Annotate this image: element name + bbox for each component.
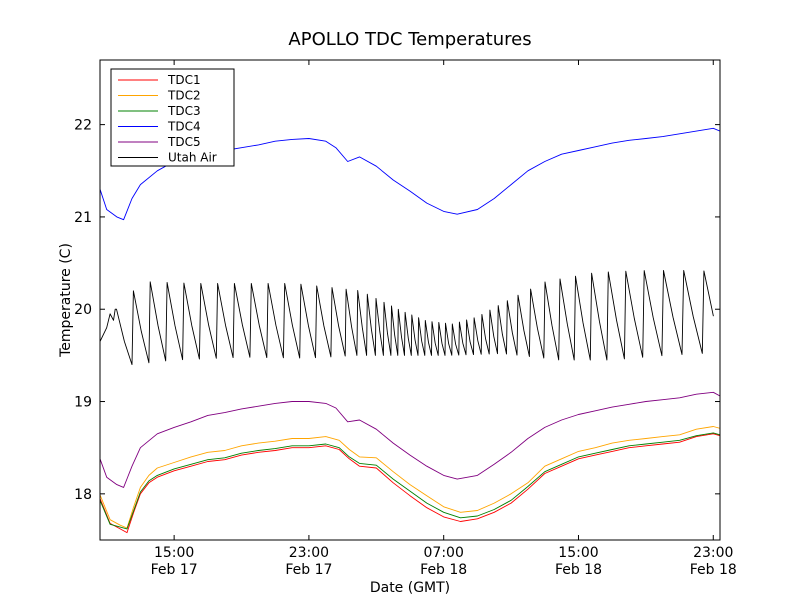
plot-frame: [99, 59, 721, 541]
x-tick-date-label: Feb 18: [555, 562, 602, 578]
series-line-utah-air: [100, 270, 714, 366]
series-line-tdc5: [100, 391, 720, 488]
legend-label-tdc5: TDC5: [167, 135, 201, 149]
legend-label-tdc4: TDC4: [167, 120, 201, 134]
x-tick-time-label: 15:00: [154, 545, 194, 561]
legend-label-utah-air: Utah Air: [168, 151, 217, 165]
y-axis-label: Temperature (C): [58, 243, 74, 358]
x-tick-time-label: 23:00: [693, 545, 733, 561]
x-tick-time-label: 23:00: [289, 545, 329, 561]
series-line-tdc1: [100, 433, 720, 534]
series-line-tdc2: [100, 426, 720, 529]
legend-box: [110, 68, 235, 167]
legend-label-tdc3: TDC3: [167, 104, 201, 118]
y-tick-label: 22: [74, 118, 92, 134]
x-tick-date-label: Feb 18: [690, 562, 737, 578]
legend-label-tdc2: TDC2: [167, 89, 201, 103]
y-tick-label: 18: [74, 487, 92, 503]
x-tick-date-label: Feb 17: [151, 562, 198, 578]
y-tick-label: 19: [74, 395, 92, 411]
y-tick-label: 20: [74, 302, 92, 318]
chart-title: APOLLO TDC Temperatures: [288, 29, 531, 50]
x-tick-time-label: 15:00: [558, 545, 598, 561]
legend-label-tdc1: TDC1: [167, 73, 201, 87]
x-tick-time-label: 07:00: [424, 545, 464, 561]
y-tick-label: 21: [74, 210, 92, 226]
x-tick-date-label: Feb 17: [285, 562, 332, 578]
x-tick-date-label: Feb 18: [420, 562, 467, 578]
x-axis-label: Date (GMT): [370, 580, 450, 596]
series-line-tdc3: [100, 432, 720, 530]
